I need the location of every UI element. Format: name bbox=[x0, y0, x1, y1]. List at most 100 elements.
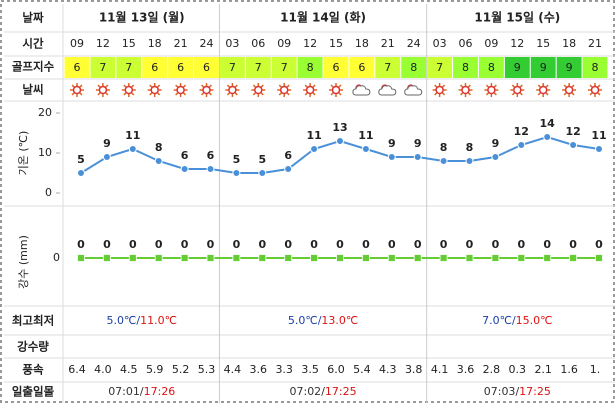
ray bbox=[493, 92, 497, 96]
ray bbox=[79, 92, 83, 96]
wind: 3.3 bbox=[275, 363, 293, 376]
ray bbox=[441, 84, 446, 88]
ray bbox=[304, 92, 308, 96]
value-label: 8 bbox=[466, 141, 474, 154]
weather-icon bbox=[562, 83, 577, 97]
point bbox=[543, 254, 552, 262]
separator: / bbox=[515, 385, 519, 398]
point bbox=[103, 254, 111, 262]
ray bbox=[97, 84, 101, 88]
ray bbox=[597, 92, 601, 96]
time: 15 bbox=[329, 37, 343, 50]
sunset: 17:25 bbox=[325, 385, 357, 398]
value-label: 11 bbox=[591, 129, 606, 142]
time: 18 bbox=[148, 37, 162, 50]
sun bbox=[254, 85, 263, 95]
ray bbox=[312, 92, 316, 96]
value-label: 12 bbox=[514, 125, 529, 138]
value-label: 0 bbox=[595, 238, 603, 251]
point bbox=[413, 153, 422, 161]
ray bbox=[460, 92, 464, 96]
ray bbox=[252, 92, 257, 96]
wind: 1. bbox=[590, 363, 601, 376]
time: 12 bbox=[96, 37, 110, 50]
ray bbox=[156, 92, 161, 96]
value-label: 0 bbox=[362, 238, 370, 251]
value-label: 0 bbox=[440, 238, 448, 251]
value-label: 11 bbox=[306, 129, 321, 142]
golf-index: 6 bbox=[358, 61, 365, 74]
ray bbox=[434, 92, 438, 96]
point bbox=[128, 254, 137, 262]
ray bbox=[589, 84, 593, 88]
sun bbox=[228, 85, 237, 95]
ray bbox=[208, 84, 212, 88]
golf-cell bbox=[556, 57, 582, 78]
time: 21 bbox=[174, 37, 188, 50]
ray bbox=[304, 84, 308, 88]
point bbox=[491, 254, 500, 262]
value-label: 0 bbox=[336, 238, 344, 251]
weather-icon bbox=[484, 83, 499, 97]
point bbox=[595, 254, 603, 262]
weather-icon bbox=[121, 83, 136, 97]
sun bbox=[305, 85, 315, 95]
point bbox=[206, 165, 215, 173]
weather-icon bbox=[95, 83, 110, 97]
wind: 6.4 bbox=[68, 363, 86, 376]
ray bbox=[330, 92, 334, 96]
sunset: 17:25 bbox=[519, 385, 551, 398]
golf-index: 7 bbox=[384, 61, 391, 74]
sun bbox=[72, 85, 82, 95]
point bbox=[154, 254, 163, 262]
value-label: 11 bbox=[358, 129, 373, 142]
golf-cell bbox=[478, 57, 504, 78]
weather-icon bbox=[251, 83, 266, 97]
value-label: 6 bbox=[207, 149, 215, 162]
separator: / bbox=[321, 385, 325, 398]
value-label: 5 bbox=[77, 153, 85, 166]
wind: 4.1 bbox=[431, 363, 449, 376]
value-label: 0 bbox=[543, 238, 551, 251]
y-tick-label: 20 bbox=[38, 106, 52, 119]
value-label: 0 bbox=[569, 238, 577, 251]
ray bbox=[105, 84, 109, 88]
weather-icon bbox=[173, 83, 188, 97]
point bbox=[206, 254, 215, 262]
wind: 1.6 bbox=[560, 363, 578, 376]
row-label: 골프지수 bbox=[12, 60, 55, 74]
point bbox=[387, 153, 396, 161]
sun bbox=[176, 85, 185, 95]
weather-icon bbox=[147, 83, 162, 97]
ray bbox=[485, 92, 490, 96]
sun bbox=[564, 85, 574, 95]
weather-icon bbox=[432, 83, 447, 97]
ray bbox=[182, 92, 187, 96]
point bbox=[258, 169, 267, 177]
cloud bbox=[378, 85, 397, 96]
point bbox=[232, 254, 241, 262]
ray bbox=[71, 92, 75, 96]
golf-cell bbox=[530, 57, 556, 78]
value-label: 0 bbox=[517, 238, 525, 251]
weather-icon bbox=[70, 83, 84, 97]
sun-times: 07:03/17:25 bbox=[484, 385, 551, 398]
value-label: 0 bbox=[466, 238, 474, 251]
golf-index: 6 bbox=[151, 61, 158, 74]
value-label: 9 bbox=[103, 137, 111, 150]
value-label: 11 bbox=[125, 129, 140, 142]
wind: 6.0 bbox=[327, 363, 345, 376]
ray bbox=[597, 84, 601, 88]
value-label: 5 bbox=[258, 153, 266, 166]
point bbox=[439, 254, 448, 262]
ray bbox=[278, 84, 282, 88]
time: 06 bbox=[251, 37, 265, 50]
wind: 3.6 bbox=[457, 363, 475, 376]
value-label: 0 bbox=[77, 238, 85, 251]
wind: 3.8 bbox=[405, 363, 423, 376]
golf-index: 9 bbox=[514, 61, 521, 74]
golf-cell bbox=[219, 57, 245, 78]
wind: 5.4 bbox=[353, 363, 371, 376]
sunset: 17:26 bbox=[144, 385, 176, 398]
